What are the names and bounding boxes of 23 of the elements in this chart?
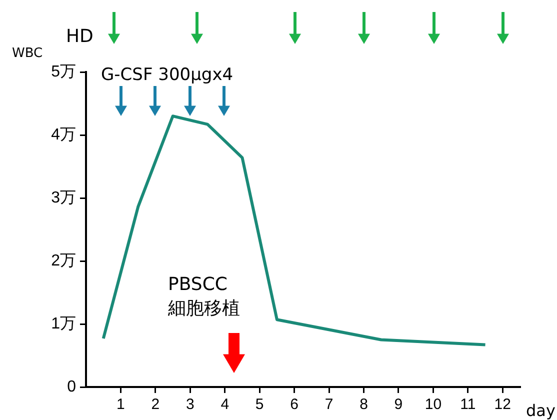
x-tick-label: 6 xyxy=(290,396,298,414)
annotation: G-CSF 300μgx4 xyxy=(101,65,234,85)
x-tick-label: 4 xyxy=(220,396,230,414)
x-tick-label: 2 xyxy=(151,396,160,414)
x-tick-label: 3 xyxy=(186,396,194,414)
y-axis-title: WBC xyxy=(12,46,43,61)
x-tick-label: 10 xyxy=(424,396,442,414)
annotation: PBSCC 細胞移植 xyxy=(167,274,240,319)
x-tick-label: 1 xyxy=(116,396,125,414)
x-tick-label: 7 xyxy=(324,396,334,414)
x-tick-label: 9 xyxy=(394,396,403,414)
x-axis-title: day xyxy=(526,401,556,420)
x-tick-label: 8 xyxy=(360,396,368,414)
y-tick-label: 1万 xyxy=(51,315,76,332)
y-tick-label: 3万 xyxy=(51,189,76,206)
x-tick-label: 11 xyxy=(460,396,476,414)
y-tick-label: 2万 xyxy=(51,252,76,270)
x-tick-label: 5 xyxy=(255,396,264,414)
x-tick-label: 12 xyxy=(494,396,511,414)
y-tick-label: 0 xyxy=(67,378,76,396)
y-tick-label: 5万 xyxy=(51,63,76,80)
text: HD xyxy=(66,26,94,47)
y-tick-label: 4万 xyxy=(51,126,76,144)
